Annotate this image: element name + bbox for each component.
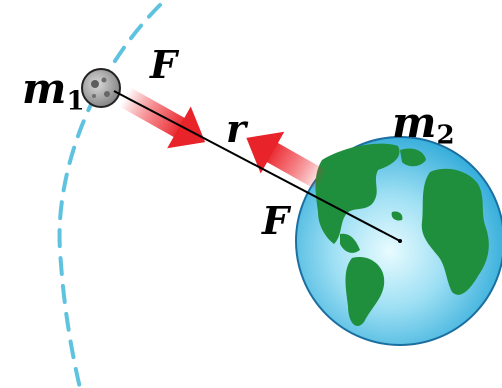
distance-line-r [113,90,401,242]
island-caribbean [391,211,403,221]
force-arrow-toward-earth [119,87,206,149]
mass-label-m1: m1 [22,68,85,115]
continent-central [340,233,360,253]
force-arrow-toward-moon [246,131,329,191]
m2-subscript: 2 [436,120,455,151]
m1-symbol: m [22,64,67,113]
mass-label-m2: m2 [392,102,455,149]
force-label-bottom: F [262,198,289,243]
m2-symbol: m [392,98,437,147]
continent-europe-africa [421,168,489,295]
continent-greenland [400,148,426,167]
moon-m1 [81,68,121,108]
continent-south-america [345,256,385,327]
orbit-path [57,3,162,388]
distance-label-r: r [226,106,247,151]
force-label-top: F [150,42,177,87]
continent-north-america [315,143,400,244]
m1-subscript: 1 [66,86,85,117]
